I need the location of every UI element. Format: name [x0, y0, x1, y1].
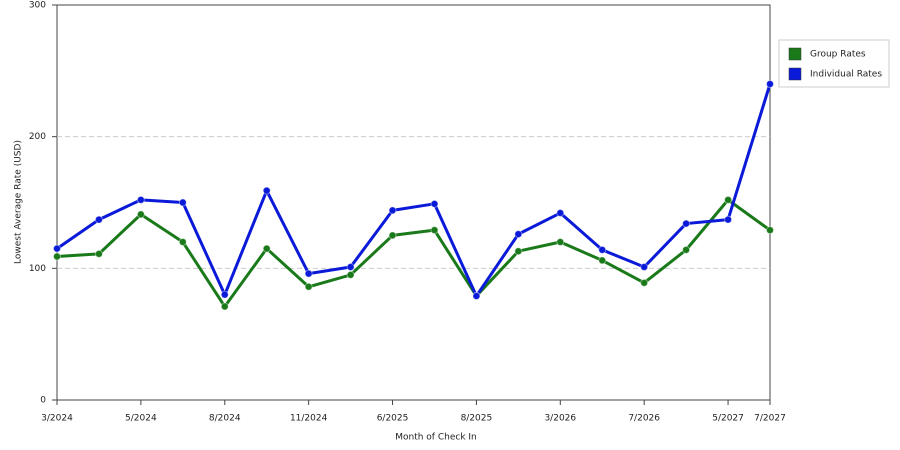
data-point [136, 195, 145, 204]
x-tick-label: 8/2024 [209, 414, 241, 424]
data-point [262, 244, 271, 253]
data-point [136, 210, 145, 219]
data-point [640, 263, 649, 272]
data-point [514, 230, 523, 239]
x-axis-label: Month of Check In [395, 433, 477, 443]
data-point [682, 245, 691, 254]
data-point [640, 278, 649, 287]
x-tick-label: 8/2025 [461, 414, 493, 424]
x-tick-label: 11/2024 [290, 414, 328, 424]
data-point [346, 270, 355, 279]
data-point [304, 269, 313, 278]
data-point [94, 249, 103, 258]
data-point [178, 198, 187, 207]
data-point [724, 195, 733, 204]
data-point [556, 209, 565, 218]
data-point [220, 290, 229, 299]
y-axis-label: Lowest Average Rate (USD) [14, 140, 24, 264]
data-point [262, 186, 271, 195]
data-point [430, 226, 439, 235]
y-tick-label: 100 [29, 264, 46, 274]
data-point [346, 263, 355, 272]
series-line [56, 83, 772, 298]
x-tick-label: 7/2026 [628, 414, 660, 424]
data-point [598, 245, 607, 254]
data-point [682, 219, 691, 228]
data-point [388, 206, 397, 215]
x-tick-label: 5/2027 [712, 414, 744, 424]
x-tick-label: 3/2024 [41, 414, 73, 424]
data-point [53, 244, 61, 253]
x-tick-label: 6/2025 [377, 414, 409, 424]
y-tick-label: 300 [29, 1, 46, 11]
y-tick-label: 0 [40, 396, 46, 406]
legend-label: Individual Rates [810, 70, 882, 80]
x-tick-label: 7/2027 [754, 414, 786, 424]
data-point [514, 247, 523, 256]
legend-label: Group Rates [810, 50, 866, 60]
data-point [94, 215, 103, 224]
data-point [388, 231, 397, 240]
data-point [766, 226, 774, 235]
y-tick-label: 200 [29, 132, 46, 142]
data-point [430, 199, 439, 208]
legend-swatch [788, 47, 802, 61]
data-point [304, 282, 313, 291]
x-tick-label: 5/2024 [125, 414, 157, 424]
x-tick-label: 3/2026 [544, 414, 576, 424]
data-point [53, 252, 61, 261]
data-point [766, 80, 774, 88]
series-line [56, 198, 771, 309]
data-point [178, 238, 187, 246]
data-point [472, 291, 481, 300]
legend-swatch [788, 67, 802, 81]
data-point [598, 256, 607, 265]
data-point [724, 215, 733, 224]
data-point [556, 238, 565, 246]
data-point [220, 302, 229, 311]
